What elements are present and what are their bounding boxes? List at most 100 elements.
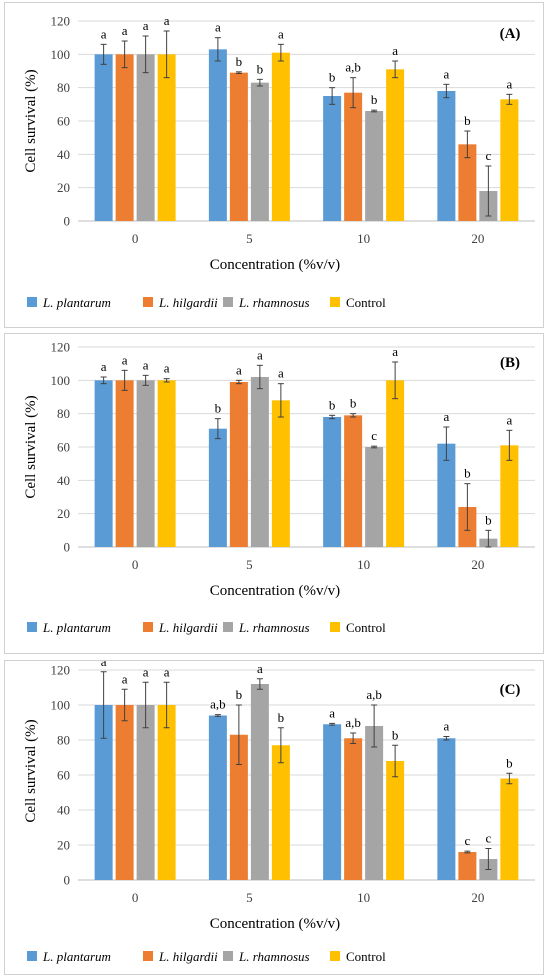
y-tick-label: 60 bbox=[57, 768, 70, 783]
y-tick-label: 20 bbox=[57, 180, 70, 195]
significance-letter: c bbox=[371, 428, 377, 443]
significance-letter: a,b bbox=[345, 60, 361, 75]
panel-title: (A) bbox=[500, 26, 521, 42]
significance-letter: b bbox=[350, 396, 357, 411]
x-tick-label: 5 bbox=[246, 231, 253, 246]
legend-label: L. rhamnosus bbox=[238, 620, 310, 635]
significance-letter: b bbox=[392, 727, 399, 742]
significance-letter: b bbox=[329, 397, 336, 412]
bar bbox=[386, 380, 405, 547]
legend-label: Control bbox=[346, 949, 386, 964]
bar bbox=[365, 111, 384, 221]
chart-panel-c: 0 20 40 60 80 100 120 0 a a a a 5 a,b b a b 10 a a,b a,b b 20 a… bbox=[4, 660, 544, 975]
x-tick-label: 20 bbox=[471, 231, 484, 246]
legend-swatch bbox=[143, 951, 153, 961]
bar bbox=[271, 745, 290, 880]
y-tick-label: 20 bbox=[57, 838, 70, 853]
y-tick-label: 40 bbox=[57, 803, 70, 818]
legend-label: L. hilgardii bbox=[158, 620, 218, 635]
x-axis-title: Concentration (%v/v) bbox=[210, 916, 340, 932]
y-tick-label: 80 bbox=[57, 406, 70, 421]
y-tick-label: 0 bbox=[64, 540, 71, 555]
x-tick-label: 10 bbox=[357, 231, 370, 246]
bar bbox=[323, 417, 342, 547]
bar bbox=[250, 82, 269, 222]
significance-letter: a bbox=[164, 361, 170, 376]
legend-label: L. hilgardii bbox=[158, 949, 218, 964]
y-tick-label: 80 bbox=[57, 733, 70, 748]
legend-swatch bbox=[27, 297, 37, 307]
significance-letter: a bbox=[122, 352, 128, 367]
chart-panel-a: 0 20 40 60 80 100 120 0 a a a a 5 a b b a 10 b a,b b a 20 a b c a C… bbox=[4, 2, 544, 328]
legend-swatch bbox=[223, 622, 233, 632]
legend-swatch bbox=[330, 297, 340, 307]
y-tick-label: 60 bbox=[57, 114, 70, 129]
bar bbox=[500, 99, 519, 221]
x-tick-label: 5 bbox=[246, 557, 253, 572]
significance-letter: b bbox=[464, 113, 471, 128]
bar bbox=[250, 377, 269, 547]
bar bbox=[115, 380, 134, 547]
y-tick-label: 100 bbox=[51, 698, 71, 713]
significance-letter: a bbox=[392, 43, 398, 58]
bar bbox=[157, 380, 176, 547]
x-tick-label: 20 bbox=[471, 890, 484, 905]
legend-swatch bbox=[330, 622, 340, 632]
bar bbox=[229, 734, 248, 880]
significance-letter: a,b bbox=[210, 697, 226, 712]
significance-letter: a bbox=[392, 344, 398, 359]
significance-letter: a bbox=[506, 76, 512, 91]
bar bbox=[344, 92, 363, 222]
bar bbox=[208, 715, 227, 880]
significance-letter: b bbox=[329, 70, 336, 85]
x-tick-label: 0 bbox=[132, 890, 139, 905]
bar bbox=[115, 54, 134, 222]
significance-letter: a bbox=[443, 66, 449, 81]
bar bbox=[94, 705, 113, 880]
significance-letter: b bbox=[257, 61, 264, 76]
y-tick-label: 0 bbox=[64, 214, 71, 229]
legend-label: L. hilgardii bbox=[158, 295, 218, 310]
y-tick-label: 120 bbox=[51, 14, 71, 29]
x-tick-label: 10 bbox=[357, 890, 370, 905]
bar bbox=[271, 52, 290, 221]
significance-letter: a bbox=[506, 412, 512, 427]
significance-letter: a bbox=[236, 362, 242, 377]
bar bbox=[500, 445, 519, 547]
legend-swatch bbox=[143, 622, 153, 632]
bar bbox=[157, 705, 176, 880]
bar bbox=[136, 54, 155, 222]
bar bbox=[115, 705, 134, 880]
legend-swatch bbox=[143, 297, 153, 307]
bar bbox=[344, 738, 363, 880]
significance-letter: b bbox=[236, 54, 243, 69]
y-axis-title: Cell survival (%) bbox=[23, 69, 39, 172]
bar bbox=[136, 705, 155, 880]
bar bbox=[437, 738, 456, 880]
legend-label: L. plantarum bbox=[42, 949, 111, 964]
legend-label: L. rhamnosus bbox=[238, 295, 310, 310]
bar bbox=[229, 382, 248, 547]
x-axis-title: Concentration (%v/v) bbox=[210, 583, 340, 599]
significance-letter: a bbox=[278, 26, 284, 41]
significance-letter: a bbox=[443, 409, 449, 424]
significance-letter: b bbox=[236, 687, 243, 702]
x-axis-title: Concentration (%v/v) bbox=[210, 257, 340, 273]
significance-letter: a bbox=[164, 13, 170, 28]
bar bbox=[208, 428, 227, 547]
significance-letter: a bbox=[278, 366, 284, 381]
bar bbox=[323, 724, 342, 880]
chart-panel-b: 0 20 40 60 80 100 120 0 a a a a 5 b a a a 10 b b c a 20 a b b a Con… bbox=[4, 333, 544, 654]
bar bbox=[386, 69, 405, 221]
significance-letter: a bbox=[101, 661, 107, 669]
bar bbox=[271, 400, 290, 547]
y-tick-label: 120 bbox=[51, 340, 71, 355]
x-tick-label: 0 bbox=[132, 557, 139, 572]
significance-letter: a bbox=[143, 664, 149, 679]
bar bbox=[365, 726, 384, 880]
y-axis-title: Cell survival (%) bbox=[23, 395, 39, 498]
bar bbox=[458, 852, 477, 880]
